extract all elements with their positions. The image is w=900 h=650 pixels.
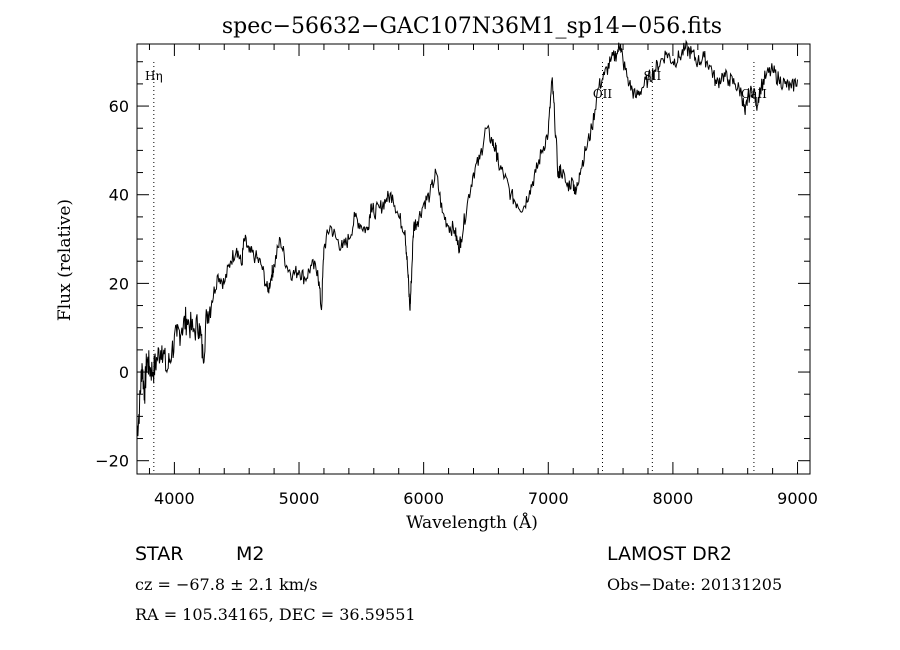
axes: 4000 5000 6000 7000 8000 9000 −20 0 20 40 60 [95, 43, 818, 508]
survey-name: LAMOST DR2 [607, 543, 732, 565]
y-axis-label: Flux (relative) [55, 199, 75, 321]
y-tick-label: 0 [119, 363, 129, 382]
plot-frame [136, 43, 811, 475]
spectrum-line [136, 39, 798, 437]
y-tick-label: −20 [95, 452, 129, 471]
chart-title: spec−56632−GAC107N36M1_sp14−056.fits [222, 14, 722, 39]
coordinates: RA = 105.34165, DEC = 36.59551 [135, 605, 416, 624]
y-tick-label: 60 [109, 97, 129, 116]
obs-date: Obs−Date: 20131205 [607, 575, 782, 594]
spectral-line-label: OII [593, 87, 613, 101]
redshift-info: cz = −67.8 ± 2.1 km/s [135, 575, 318, 594]
x-tick-label: 5000 [279, 489, 320, 508]
x-tick-label: 7000 [528, 489, 569, 508]
x-tick-label: 6000 [403, 489, 444, 508]
x-tick-label: 9000 [777, 489, 818, 508]
object-class: STAR [135, 543, 183, 565]
y-tick-label: 20 [109, 274, 129, 293]
x-axis-label: Wavelength (Å) [406, 512, 538, 533]
object-subclass: M2 [236, 543, 264, 565]
spectral-line-label: Hη [145, 69, 163, 83]
y-tick-label: 40 [109, 186, 129, 205]
x-tick-label: 8000 [653, 489, 694, 508]
x-tick-label: 4000 [154, 489, 195, 508]
